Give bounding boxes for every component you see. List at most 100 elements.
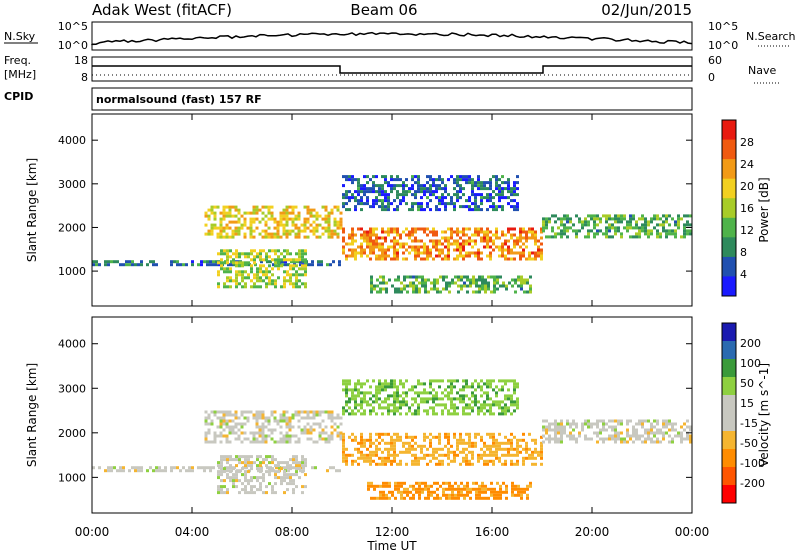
scatter-cell <box>241 467 244 471</box>
scatter-cell <box>426 397 429 401</box>
scatter-cell <box>492 453 495 457</box>
scatter-cell <box>277 276 280 280</box>
colorbar-frame <box>721 119 737 297</box>
scatter-cell <box>450 382 453 386</box>
scatter-cell <box>321 226 325 230</box>
scatter-cell <box>339 422 343 426</box>
scatter-cell <box>495 385 498 389</box>
scatter-cell <box>456 233 459 237</box>
scatter-cell <box>378 187 381 191</box>
scatter-cell <box>478 287 481 291</box>
x-axis-label: Time UT <box>366 539 417 553</box>
scatter-cell <box>432 233 435 237</box>
scatter-cell <box>333 229 337 233</box>
scatter-cell <box>504 403 507 407</box>
scatter-cell <box>453 193 456 197</box>
scatter-cell <box>369 403 372 407</box>
scatter-cell <box>369 236 372 240</box>
scatter-cell <box>399 382 402 386</box>
scatter-cell <box>683 214 686 218</box>
scatter-cell <box>423 208 426 212</box>
scatter-cell <box>384 236 387 240</box>
scatter-cell <box>266 260 269 264</box>
scatter-cell <box>522 459 525 463</box>
scatter-cell <box>384 459 387 463</box>
scatter-cell <box>489 257 492 261</box>
scatter-cell <box>152 263 155 267</box>
scatter-cell <box>507 388 510 392</box>
scatter-cell <box>249 217 253 221</box>
scatter-cell <box>683 232 686 236</box>
scatter-cell <box>207 428 211 432</box>
scatter-cell <box>463 487 466 491</box>
scatter-cell <box>495 441 498 445</box>
scatter-cell <box>554 214 557 218</box>
scatter-cell <box>249 410 253 414</box>
scatter-cell <box>246 437 250 441</box>
scatter-cell <box>399 184 402 188</box>
scatter-cell <box>391 493 394 497</box>
scatter-cell <box>283 476 286 480</box>
scatter-cell <box>387 441 390 445</box>
scatter-cell <box>206 466 209 470</box>
scatter-cell <box>207 422 211 426</box>
scatter-cell <box>429 379 432 383</box>
scatter-cell <box>228 440 232 444</box>
scatter-cell <box>459 178 462 182</box>
scatter-cell <box>267 226 271 230</box>
scatter-cell <box>267 208 271 212</box>
scatter-cell <box>393 456 396 460</box>
scatter-cell <box>587 437 590 441</box>
scatter-cell <box>400 484 403 488</box>
scatter-cell <box>271 267 274 271</box>
scatter-cell <box>605 428 608 432</box>
scatter-cell <box>238 270 241 274</box>
scatter-cell <box>635 232 638 236</box>
scatter-cell <box>268 264 271 268</box>
scatter-cell <box>534 447 537 451</box>
scatter-cell <box>429 193 432 197</box>
scatter-cell <box>369 251 372 255</box>
scatter-cell <box>393 394 396 398</box>
scatter-cell <box>540 435 543 439</box>
scatter-cell <box>303 425 307 429</box>
scatter-cell <box>477 251 480 255</box>
scatter-cell <box>468 412 471 416</box>
scatter-cell <box>477 459 480 463</box>
scatter-cell <box>599 428 602 432</box>
scatter-cell <box>578 229 581 233</box>
scatter-cell <box>279 419 283 423</box>
scatter-cell <box>244 485 247 489</box>
scatter-cell <box>312 226 316 230</box>
scatter-cell <box>477 248 480 252</box>
scatter-cell <box>408 190 411 194</box>
scatter-cell <box>460 278 463 282</box>
scatter-cell <box>638 434 641 438</box>
scatter-cell <box>495 450 498 454</box>
scatter-cell <box>273 410 277 414</box>
scatter-cell <box>472 278 475 282</box>
scatter-cell <box>626 223 629 227</box>
scatter-cell <box>444 245 447 249</box>
scatter-cell <box>262 279 265 283</box>
scatter-cell <box>525 230 528 234</box>
scatter-cell <box>501 388 504 392</box>
scatter-cell <box>581 422 584 426</box>
scatter-cell <box>450 397 453 401</box>
scatter-cell <box>342 432 345 436</box>
scatter-cell <box>489 459 492 463</box>
scatter-cell <box>686 419 689 423</box>
scatter-cell <box>466 490 469 494</box>
scatter-cell <box>324 437 328 441</box>
scatter-cell <box>267 217 271 221</box>
scatter-cell <box>545 425 548 429</box>
scatter-cell <box>495 400 498 404</box>
scatter-cell <box>402 450 405 454</box>
scatter-cell <box>247 464 250 468</box>
scatter-cell <box>534 236 537 240</box>
scatter-cell <box>240 425 244 429</box>
scatter-cell <box>569 425 572 429</box>
scatter-cell <box>507 450 510 454</box>
scatter-cell <box>504 412 507 416</box>
scatter-cell <box>523 290 526 294</box>
